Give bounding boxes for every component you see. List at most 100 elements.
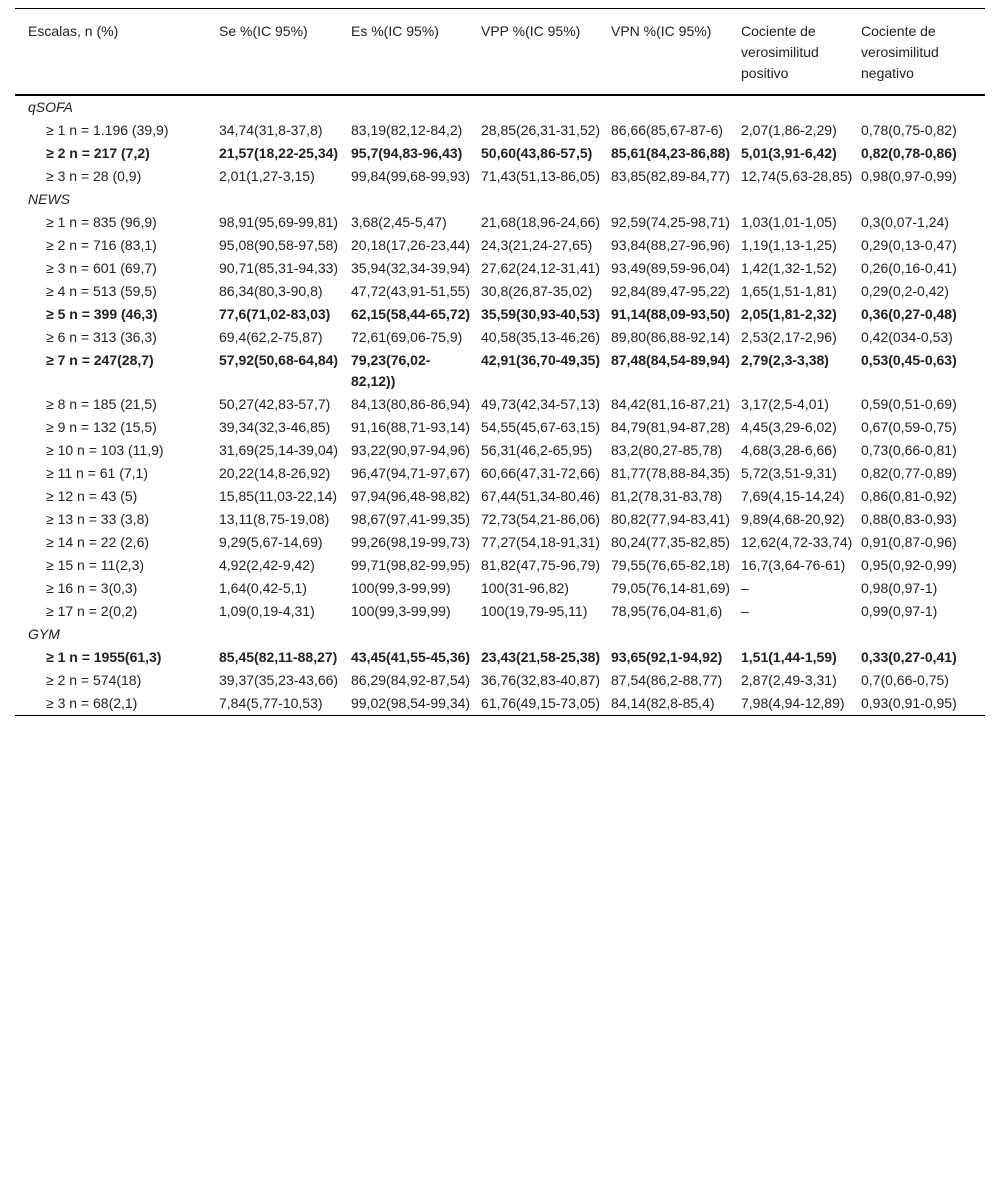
header-npv: VPN %(IC 95%) [611, 8, 741, 96]
header-row: Escalas, n (%) Se %(IC 95%) Es %(IC 95%)… [15, 8, 985, 96]
cell-negative-lr: 0,67(0,59-0,75) [861, 419, 957, 435]
cell-positive-lr: 1,42(1,32-1,52) [741, 260, 837, 276]
table-row: ≥ 6 n = 313 (36,3) 69,4(62,2-75,87) 72,61(… [15, 326, 985, 349]
cell-npv: 89,80(86,88-92,14) [611, 329, 731, 345]
table-row: ≥ 8 n = 185 (21,5) 50,27(42,83-57,7) 84,13… [15, 393, 985, 416]
cell-ppv: 77,27(54,18-91,31) [481, 534, 601, 550]
cell-negative-lr: 0,98(0,97-1) [861, 580, 938, 596]
cell-sensitivity: 1,64(0,42-5,1) [219, 580, 307, 596]
table-row: ≥ 1 n = 835 (96,9) 98,91(95,69-99,81) 3,68… [15, 211, 985, 234]
cell-npv: 87,54(86,2-88,77) [611, 672, 723, 688]
cell-npv: 93,65(92,1-94,92) [611, 649, 723, 665]
cell-npv: 83,85(82,89-84,77) [611, 168, 731, 184]
cell-specificity: 62,15(58,44-65,72) [351, 306, 471, 322]
section-row: GYM [15, 623, 985, 646]
cell-ppv: 28,85(26,31-31,52) [481, 122, 601, 138]
cell-scale-threshold: ≥ 17 n = 2(0,2) [46, 603, 138, 619]
cell-ppv: 61,76(49,15-73,05) [481, 695, 601, 711]
cell-npv: 85,61(84,23-86,88) [611, 145, 731, 161]
cell-scale-threshold: ≥ 2 n = 217 (7,2) [46, 145, 150, 161]
cell-positive-lr: 3,17(2,5-4,01) [741, 396, 829, 412]
cell-scale-threshold: ≥ 3 n = 28 (0,9) [46, 168, 142, 184]
table-row: ≥ 3 n = 601 (69,7) 90,71(85,31-94,33) 35,9… [15, 257, 985, 280]
table-row: ≥ 5 n = 399 (46,3) 77,6(71,02-83,03) 62,15… [15, 303, 985, 326]
cell-ppv: 81,82(47,75-96,79) [481, 557, 601, 573]
cell-scale-threshold: ≥ 1 n = 1.196 (39,9) [46, 122, 169, 138]
cell-positive-lr: 12,62(4,72-33,74) [741, 534, 853, 550]
cell-positive-lr: – [741, 603, 749, 619]
table-row: ≥ 16 n = 3(0,3) 1,64(0,42-5,1) 100(99,3-99… [15, 577, 985, 600]
cell-positive-lr: 12,74(5,63-28,85) [741, 168, 853, 184]
cell-sensitivity: 39,37(35,23-43,66) [219, 672, 339, 688]
cell-specificity: 3,68(2,45-5,47) [351, 214, 447, 230]
cell-negative-lr: 0,3(0,07-1,24) [861, 214, 949, 230]
cell-scale-threshold: ≥ 5 n = 399 (46,3) [46, 306, 158, 322]
header-negative-likelihood-ratio: Cociente de verosimilitud negativo [861, 8, 985, 96]
cell-negative-lr: 0,91(0,87-0,96) [861, 534, 957, 550]
cell-npv: 93,49(89,59-96,04) [611, 260, 731, 276]
cell-npv: 79,05(76,14-81,69) [611, 580, 731, 596]
table-row: ≥ 1 n = 1.196 (39,9) 34,74(31,8-37,8) 83,1… [15, 119, 985, 142]
table-row: ≥ 2 n = 574(18) 39,37(35,23-43,66) 86,29(8… [15, 669, 985, 692]
cell-ppv: 36,76(32,83-40,87) [481, 672, 601, 688]
cell-scale-threshold: ≥ 10 n = 103 (11,9) [46, 442, 164, 458]
table-row: ≥ 2 n = 217 (7,2) 21,57(18,22-25,34) 95,7(… [15, 142, 985, 165]
cell-ppv: 50,60(43,86-57,5) [481, 145, 593, 161]
cell-negative-lr: 0,33(0,27-0,41) [861, 649, 957, 665]
cell-sensitivity: 31,69(25,14-39,04) [219, 442, 339, 458]
cell-positive-lr: 1,19(1,13-1,25) [741, 237, 837, 253]
cell-ppv: 42,91(36,70-49,35) [481, 352, 601, 368]
cell-positive-lr: 7,69(4,15-14,24) [741, 488, 845, 504]
cell-negative-lr: 0,93(0,91-0,95) [861, 695, 957, 711]
cell-positive-lr: 1,51(1,44-1,59) [741, 649, 837, 665]
results-table: Escalas, n (%) Se %(IC 95%) Es %(IC 95%)… [15, 8, 985, 716]
cell-sensitivity: 13,11(8,75-19,08) [219, 511, 330, 527]
cell-scale-threshold: ≥ 7 n = 247(28,7) [46, 352, 154, 368]
cell-npv: 84,42(81,16-87,21) [611, 396, 731, 412]
section-title: GYM [28, 626, 60, 642]
cell-npv: 78,95(76,04-81,6) [611, 603, 723, 619]
cell-ppv: 49,73(42,34-57,13) [481, 396, 601, 412]
cell-sensitivity: 4,92(2,42-9,42) [219, 557, 315, 573]
table-row: ≥ 15 n = 11(2,3) 4,92(2,42-9,42) 99,71(98,… [15, 554, 985, 577]
cell-negative-lr: 0,73(0,66-0,81) [861, 442, 957, 458]
cell-negative-lr: 0,98(0,97-0,99) [861, 168, 957, 184]
cell-ppv: 72,73(54,21-86,06) [481, 511, 601, 527]
cell-specificity: 99,71(98,82-99,95) [351, 557, 471, 573]
cell-sensitivity: 57,92(50,68-64,84) [219, 352, 339, 368]
cell-npv: 83,2(80,27-85,78) [611, 442, 723, 458]
cell-sensitivity: 86,34(80,3-90,8) [219, 283, 323, 299]
cell-negative-lr: 0,29(0,13-0,47) [861, 237, 957, 253]
cell-ppv: 35,59(30,93-40,53) [481, 306, 601, 322]
cell-npv: 81,2(78,31-83,78) [611, 488, 723, 504]
cell-specificity: 86,29(84,92-87,54) [351, 672, 471, 688]
cell-scale-threshold: ≥ 11 n = 61 (7,1) [46, 465, 148, 481]
cell-scale-threshold: ≥ 6 n = 313 (36,3) [46, 329, 157, 345]
cell-sensitivity: 77,6(71,02-83,03) [219, 306, 331, 322]
cell-ppv: 56,31(46,2-65,95) [481, 442, 593, 458]
cell-positive-lr: 7,98(4,94-12,89) [741, 695, 845, 711]
table-row: ≥ 1 n = 1955(61,3) 85,45(82,11-88,27) 43,4… [15, 646, 985, 669]
table-row: ≥ 4 n = 513 (59,5) 86,34(80,3-90,8) 47,72(… [15, 280, 985, 303]
table-row: ≥ 12 n = 43 (5) 15,85(11,03-22,14) 97,94(9… [15, 485, 985, 508]
cell-negative-lr: 0,26(0,16-0,41) [861, 260, 957, 276]
cell-scale-threshold: ≥ 8 n = 185 (21,5) [46, 396, 157, 412]
cell-sensitivity: 95,08(90,58-97,58) [219, 237, 339, 253]
cell-scale-threshold: ≥ 9 n = 132 (15,5) [46, 419, 157, 435]
cell-ppv: 27,62(24,12-31,41) [481, 260, 601, 276]
cell-scale-threshold: ≥ 3 n = 601 (69,7) [46, 260, 157, 276]
cell-scale-threshold: ≥ 16 n = 3(0,3) [46, 580, 138, 596]
cell-sensitivity: 1,09(0,19-4,31) [219, 603, 315, 619]
cell-negative-lr: 0,29(0,2-0,42) [861, 283, 949, 299]
cell-specificity: 35,94(32,34-39,94) [351, 260, 471, 276]
table-row: ≥ 13 n = 33 (3,8) 13,11(8,75-19,08) 98,67(… [15, 508, 985, 531]
cell-specificity: 93,22(90,97-94,96) [351, 442, 471, 458]
cell-scale-threshold: ≥ 1 n = 835 (96,9) [46, 214, 157, 230]
cell-sensitivity: 98,91(95,69-99,81) [219, 214, 339, 230]
cell-npv: 79,55(76,65-82,18) [611, 557, 731, 573]
cell-negative-lr: 0,42(034-0,53) [861, 329, 953, 345]
cell-specificity: 100(99,3-99,99) [351, 580, 451, 596]
cell-ppv: 100(19,79-95,11) [481, 603, 588, 619]
cell-sensitivity: 7,84(5,77-10,53) [219, 695, 323, 711]
cell-ppv: 71,43(51,13-86,05) [481, 168, 601, 184]
